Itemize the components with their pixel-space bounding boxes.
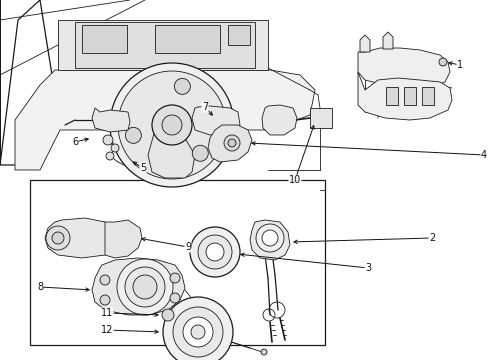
Bar [309,108,331,128]
Circle shape [133,275,157,299]
Polygon shape [92,258,184,315]
Polygon shape [0,0,52,165]
Text: 1: 1 [456,60,462,70]
Circle shape [205,243,224,261]
Circle shape [100,295,110,305]
Polygon shape [382,32,392,49]
Circle shape [110,63,234,187]
Text: 11: 11 [101,308,113,318]
Polygon shape [249,220,289,260]
Circle shape [190,227,240,277]
Polygon shape [148,130,195,178]
Circle shape [103,135,113,145]
Circle shape [438,58,446,66]
Circle shape [162,115,182,135]
Circle shape [170,293,180,303]
Text: 8: 8 [37,282,43,292]
Circle shape [224,135,240,151]
Circle shape [227,139,236,147]
Polygon shape [207,125,251,162]
Circle shape [256,224,284,252]
Circle shape [117,259,173,315]
Polygon shape [75,22,254,68]
Text: 9: 9 [184,242,191,252]
Polygon shape [105,220,142,258]
Circle shape [152,105,192,145]
Text: 3: 3 [364,263,370,273]
Polygon shape [58,20,267,70]
Bar [30,180,325,345]
Circle shape [173,307,223,357]
Circle shape [162,309,174,321]
Bar [403,87,415,105]
Circle shape [174,78,190,94]
Circle shape [111,144,119,152]
Polygon shape [357,72,451,120]
Circle shape [100,275,110,285]
Circle shape [106,152,114,160]
Text: 7: 7 [202,102,208,112]
Text: 5: 5 [140,163,146,173]
Polygon shape [359,35,369,52]
Circle shape [170,273,180,283]
Circle shape [125,127,141,143]
Polygon shape [262,105,296,135]
Circle shape [46,226,70,250]
Bar [421,87,433,105]
Circle shape [198,235,231,269]
Circle shape [261,349,266,355]
Polygon shape [15,70,314,170]
Text: 6: 6 [72,137,78,147]
Circle shape [191,325,204,339]
Circle shape [125,267,164,307]
Bar [227,25,249,45]
Circle shape [52,232,64,244]
Circle shape [192,145,208,161]
Text: 4: 4 [480,150,486,160]
Bar [385,87,397,105]
Polygon shape [92,108,130,132]
Text: 12: 12 [101,325,113,335]
Text: 2: 2 [428,233,434,243]
Circle shape [118,71,225,179]
Bar [82,25,127,53]
Circle shape [262,230,278,246]
Circle shape [183,317,213,347]
Text: 10: 10 [288,175,301,185]
Polygon shape [45,218,118,258]
Polygon shape [357,48,449,88]
Circle shape [163,297,232,360]
Bar [155,25,220,53]
Polygon shape [192,106,240,135]
